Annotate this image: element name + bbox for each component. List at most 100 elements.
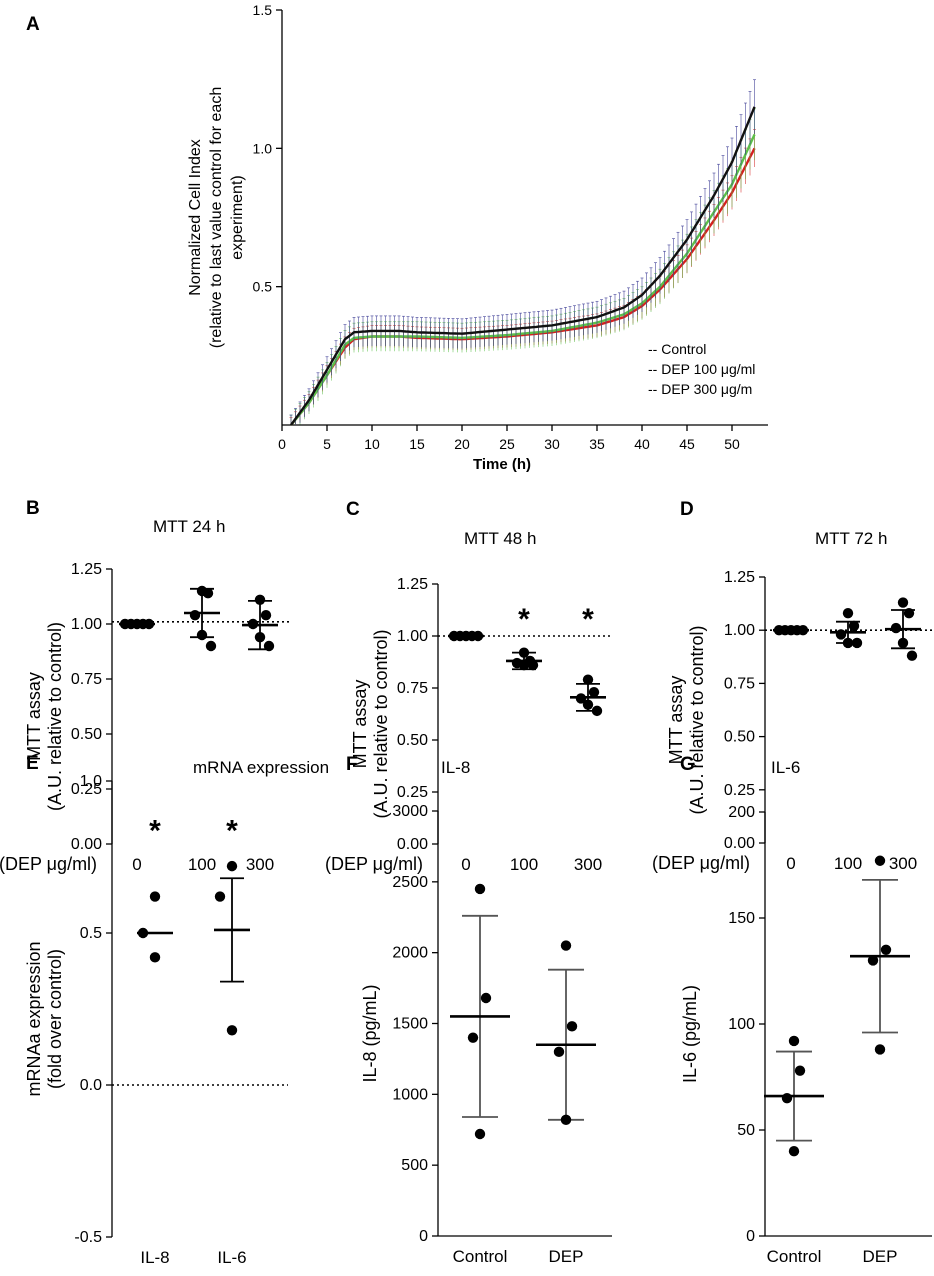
category-label: DEP bbox=[863, 1247, 898, 1266]
data-point bbox=[467, 1032, 479, 1043]
legend-entry: -- Control bbox=[648, 341, 706, 357]
panel-title: mRNA expression bbox=[193, 758, 329, 777]
y-axis-label: experiment) bbox=[229, 175, 246, 259]
y-tick-label: 0.00 bbox=[397, 836, 428, 853]
data-point bbox=[897, 637, 909, 649]
category-label: 100 bbox=[188, 855, 216, 874]
data-point bbox=[788, 1146, 800, 1157]
data-point bbox=[880, 944, 892, 955]
y-tick-label: 0.5 bbox=[253, 279, 273, 295]
y-tick-label: 0.25 bbox=[71, 781, 102, 798]
x-prefix-label: (DEP μg/ml) bbox=[652, 853, 750, 873]
data-point bbox=[842, 607, 854, 619]
y-tick-label: 0.50 bbox=[724, 729, 755, 746]
x-tick-label: 15 bbox=[409, 436, 425, 452]
category-label: 300 bbox=[246, 855, 274, 874]
y-tick-label: 0.0 bbox=[80, 1077, 102, 1094]
panel-d: D MTT 72 h 0.00 0.25 0.50 0.75 1.00 1.25 MTT ass… bbox=[652, 499, 932, 873]
data-point bbox=[553, 1046, 565, 1058]
data-point bbox=[214, 891, 226, 902]
category-label: IL-8 bbox=[140, 1248, 169, 1267]
x-prefix-label: (DEP μg/ml) bbox=[0, 854, 97, 874]
data-point bbox=[247, 618, 259, 630]
panel-title: IL-6 bbox=[771, 758, 800, 777]
y-tick-label: 0.75 bbox=[71, 671, 102, 688]
y-tick-label: 0.75 bbox=[397, 680, 428, 697]
category-label: 0 bbox=[132, 855, 141, 874]
group-300 bbox=[570, 674, 606, 717]
data-point bbox=[205, 640, 217, 652]
group-il-6 bbox=[214, 860, 250, 1036]
x-prefix-label: (DEP μg/ml) bbox=[325, 854, 423, 874]
panel-letter: C bbox=[346, 499, 360, 520]
data-point bbox=[874, 1044, 886, 1055]
x-tick-label: 10 bbox=[364, 436, 380, 452]
data-point bbox=[797, 625, 809, 636]
panel-letter: G bbox=[680, 754, 695, 775]
category-label: 300 bbox=[574, 855, 602, 874]
series-line bbox=[290, 106, 756, 426]
series-2 bbox=[289, 108, 756, 426]
group-0 bbox=[773, 625, 809, 636]
category-label: 100 bbox=[834, 854, 862, 873]
data-point bbox=[260, 610, 272, 621]
significance-star: * bbox=[149, 815, 161, 848]
y-axis-label: (relative to last value control for each bbox=[208, 87, 225, 348]
data-point bbox=[867, 955, 879, 966]
x-tick-label: 35 bbox=[589, 436, 605, 452]
data-point bbox=[897, 597, 909, 608]
y-tick-label: 0 bbox=[419, 1228, 428, 1245]
y-axis-label: Normalized Cell Index bbox=[187, 139, 204, 296]
y-tick-label: 0.75 bbox=[724, 675, 755, 692]
data-point bbox=[788, 1035, 800, 1047]
y-tick-label: 1.25 bbox=[397, 576, 428, 593]
y-tick-label: 0.50 bbox=[397, 732, 428, 749]
y-tick-label: 50 bbox=[737, 1122, 755, 1139]
y-tick-label: 1.25 bbox=[71, 561, 102, 578]
y-tick-label: 2000 bbox=[392, 945, 428, 962]
panel-letter: A bbox=[26, 14, 40, 35]
x-axis-label: Time (h) bbox=[473, 456, 531, 473]
panel-title: MTT 24 h bbox=[153, 517, 225, 536]
y-tick-label: -0.5 bbox=[74, 1229, 102, 1246]
y-tick-label: 1.00 bbox=[71, 616, 102, 633]
y-tick-label: 1.25 bbox=[724, 569, 755, 586]
x-tick-label: 45 bbox=[679, 436, 695, 452]
data-point bbox=[582, 674, 594, 685]
data-point bbox=[202, 588, 214, 599]
category-label: 300 bbox=[889, 854, 917, 873]
panel-letter: D bbox=[680, 499, 694, 520]
x-tick-label: 30 bbox=[544, 436, 560, 452]
group-dep bbox=[850, 855, 910, 1055]
x-tick-label: 20 bbox=[454, 436, 470, 452]
series-line bbox=[290, 134, 756, 426]
significance-star: * bbox=[582, 603, 594, 636]
data-point bbox=[566, 1021, 578, 1032]
group-control bbox=[764, 1035, 824, 1157]
category-label: Control bbox=[767, 1247, 822, 1266]
y-tick-label: 1.00 bbox=[724, 622, 755, 639]
group-100 bbox=[506, 647, 542, 671]
data-point bbox=[560, 940, 572, 951]
y-tick-label: 2500 bbox=[392, 874, 428, 891]
y-tick-label: 0.5 bbox=[80, 925, 102, 942]
y-axis-label: MTT assay bbox=[350, 680, 370, 769]
data-point bbox=[226, 1025, 238, 1036]
category-label: IL-6 bbox=[217, 1248, 246, 1267]
category-label: DEP bbox=[549, 1247, 584, 1266]
x-tick-label: 50 bbox=[724, 436, 740, 452]
y-tick-label: 1.0 bbox=[80, 773, 102, 790]
panel-title: IL-8 bbox=[441, 758, 470, 777]
y-tick-label: 0.25 bbox=[397, 784, 428, 801]
y-axis-label: mRNAa expression bbox=[24, 941, 44, 1096]
group-100 bbox=[830, 607, 866, 649]
panel-title: MTT 48 h bbox=[464, 529, 536, 548]
y-axis-label: (A.U. relative to control) bbox=[45, 622, 65, 811]
y-tick-label: 1.0 bbox=[253, 140, 273, 156]
panel-letter: F bbox=[346, 754, 358, 775]
y-axis-label: (A.U. relative to control) bbox=[687, 625, 707, 814]
significance-star: * bbox=[226, 815, 238, 848]
